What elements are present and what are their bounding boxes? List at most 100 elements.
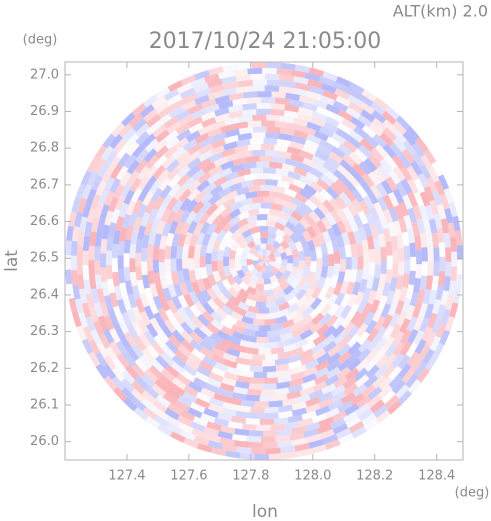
echo-cell <box>443 232 451 248</box>
echo-cell <box>291 135 307 145</box>
echo-cell <box>444 247 452 262</box>
echo-cell <box>312 98 328 110</box>
echo-cell <box>101 224 110 240</box>
echo-cell <box>259 418 275 425</box>
echo-cell <box>218 186 232 198</box>
echo-cell <box>301 230 313 243</box>
echo-cell <box>183 437 199 449</box>
echo-cell <box>292 258 300 268</box>
echo-cell <box>245 155 260 163</box>
echo-cell <box>325 103 341 115</box>
echo-cell <box>342 178 357 193</box>
echo-cell <box>223 81 239 90</box>
echo-cell <box>121 369 136 385</box>
echo-cell <box>268 305 281 314</box>
echo-cell <box>294 64 311 74</box>
echo-cell <box>152 164 166 180</box>
echo-cell <box>259 255 264 261</box>
echo-cell <box>250 167 264 175</box>
echo-cell <box>293 76 309 85</box>
echo-cell <box>181 176 196 191</box>
echo-cell <box>101 281 110 297</box>
echo-cell <box>248 184 261 193</box>
echo-cell <box>418 344 431 360</box>
echo-cell <box>410 160 423 176</box>
echo-cell <box>431 299 442 315</box>
echo-cell <box>423 148 437 165</box>
echo-cell <box>135 266 143 281</box>
echo-cell <box>286 146 302 156</box>
echo-cell <box>104 210 114 226</box>
echo-cell <box>311 235 321 248</box>
echo-cell <box>198 143 214 156</box>
echo-cell <box>270 322 284 331</box>
echo-cell <box>210 120 226 131</box>
echo-cell <box>194 301 207 315</box>
echo-cell <box>234 428 250 436</box>
echo-cell <box>280 445 296 454</box>
echo-cell <box>277 375 292 384</box>
echo-cell <box>370 101 386 116</box>
echo-cell <box>324 115 340 128</box>
echo-cell <box>194 371 210 383</box>
echo-cell <box>246 286 257 295</box>
echo-cell <box>187 245 196 259</box>
echo-cell <box>303 366 318 377</box>
echo-cell <box>273 250 281 258</box>
echo-cell <box>267 263 275 271</box>
echo-cell <box>160 208 172 223</box>
echo-cell <box>267 329 280 338</box>
echo-cell <box>265 249 272 257</box>
echo-cell <box>370 147 385 163</box>
echo-cell <box>258 307 270 314</box>
echo-cell <box>163 145 178 159</box>
echo-cell <box>271 91 286 99</box>
echo-cell <box>421 326 433 342</box>
echo-cell <box>207 90 224 101</box>
echo-cell <box>103 315 115 331</box>
echo-cell <box>93 320 105 337</box>
echo-cell <box>253 251 261 259</box>
echo-cell <box>351 281 362 296</box>
echo-cell <box>230 163 245 173</box>
echo-cell <box>139 292 150 308</box>
echo-cell <box>443 187 454 204</box>
echo-cell <box>210 145 225 156</box>
echo-cell <box>135 298 146 314</box>
echo-cell <box>93 157 106 174</box>
echo-cell <box>268 400 283 408</box>
echo-cell <box>409 291 419 307</box>
echo-cell <box>348 218 359 233</box>
echo-cell <box>425 355 438 371</box>
echo-cell <box>122 295 132 311</box>
echo-cell <box>120 182 133 198</box>
echo-cell <box>145 121 161 136</box>
echo-cell <box>382 194 394 210</box>
echo-cell <box>252 79 268 86</box>
echo-cell <box>254 453 270 461</box>
echo-cell <box>264 261 269 267</box>
echo-cell <box>123 266 131 282</box>
echo-cell <box>139 354 154 370</box>
echo-cell <box>336 164 351 178</box>
echo-cell <box>313 206 326 220</box>
echo-cell <box>330 145 346 159</box>
echo-cell <box>318 139 334 151</box>
echo-cell <box>164 258 171 273</box>
echo-cell <box>221 443 238 453</box>
echo-cell <box>450 266 458 282</box>
echo-cell <box>318 416 334 428</box>
echo-cell <box>280 62 296 71</box>
echo-cell <box>276 68 292 76</box>
echo-cell <box>250 85 265 92</box>
echo-cell <box>120 378 136 393</box>
echo-cell <box>103 295 114 311</box>
echo-cell <box>345 416 362 429</box>
echo-cell <box>197 314 210 327</box>
echo-cell <box>228 249 237 260</box>
echo-cell <box>193 435 210 446</box>
echo-cell <box>196 442 213 453</box>
echo-cell <box>290 266 299 277</box>
y-tick-label: 26.7 <box>30 177 59 192</box>
